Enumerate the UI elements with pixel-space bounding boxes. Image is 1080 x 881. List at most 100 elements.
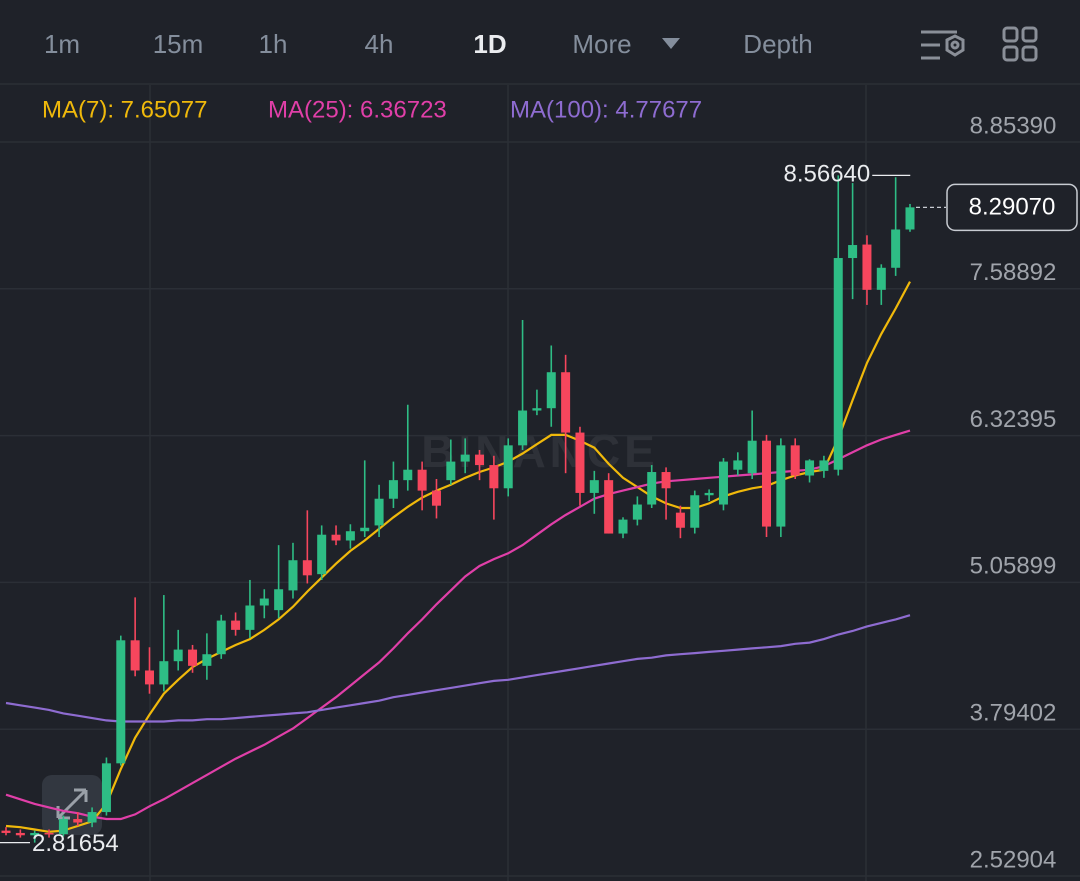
candle-body [73,819,83,823]
candle [503,438,513,497]
candle [446,439,456,485]
candle-body [532,408,542,411]
candle [575,426,585,506]
candle [776,438,786,538]
toolbar-tab[interactable]: More [572,29,631,59]
candle [1,827,11,836]
candle-body [747,440,757,474]
y-tick-label: 8.85390 [970,112,1057,139]
candle-body [632,504,642,520]
toolbar-tab[interactable]: 1h [259,29,288,59]
candle [216,614,226,659]
candle [159,595,169,692]
candle [876,264,886,305]
candle [202,633,212,680]
expand-button[interactable] [42,775,102,835]
candle [245,579,255,638]
candle-body [245,605,255,630]
candle-body [417,469,427,491]
candle [475,449,485,481]
candle [274,545,284,619]
candles [1,175,915,843]
candle [819,455,829,478]
candle [589,470,599,514]
candle [561,354,571,474]
candle [259,589,269,619]
toolbar-tab[interactable]: 4h [365,29,394,59]
candle-body [130,640,140,671]
candle [317,525,327,580]
candle-body [360,527,370,532]
candle-body [403,469,413,481]
low-label: 2.81654 [32,830,119,857]
candle-body [460,454,470,462]
candle [604,473,614,534]
dropdown-arrow [662,38,680,49]
candle-body [733,460,743,470]
candle [87,807,97,828]
legend-entry: MA(100): 4.77677 [510,96,702,123]
candle [360,460,370,538]
candle-body [15,832,25,836]
candle-body [116,640,126,764]
candle-body [475,454,485,466]
candle-body [675,512,685,528]
candle [833,175,843,476]
candle-body [302,560,312,576]
candle [188,644,198,673]
layout-icon[interactable] [1002,26,1038,62]
candle [647,465,657,509]
candle-body [144,670,154,685]
candle-body [101,763,111,813]
candle-body [388,480,398,499]
toolbar-tab[interactable]: Depth [743,29,812,59]
toolbar-tab[interactable]: 1m [44,29,80,59]
candle-body [647,472,657,505]
candle-body [231,620,241,630]
candle-body [762,440,772,527]
candle [718,458,728,511]
candle-body [891,229,901,268]
candle-body [905,207,915,230]
candle-body [173,649,183,662]
candle-body [690,495,700,528]
candle [417,461,427,511]
candle-body [274,589,284,611]
last-price-box [946,183,1078,232]
last-price-label: 8.29070 [969,194,1056,221]
candle [331,525,341,546]
toolbar-tab[interactable]: 15m [153,29,204,59]
candle [44,829,54,838]
candle-body [661,472,671,489]
candle-body [317,534,327,575]
candle [532,389,542,416]
candle-body [87,812,97,823]
candle-body [202,654,212,666]
candle-body [331,534,341,541]
y-tick-label: 5.05899 [970,553,1057,580]
watermark: BINANCE [421,425,659,477]
candle-body [489,465,499,489]
candle-body [518,410,528,446]
candle [116,635,126,766]
candle-body [876,267,886,290]
candle-body [259,598,269,606]
candle [489,455,499,520]
candle-body [431,490,441,506]
candle-body [546,372,556,409]
candle [518,320,528,450]
settings-icon[interactable] [921,30,965,60]
candle-body [718,461,728,505]
candle [618,517,628,539]
y-tick-label: 3.79402 [970,700,1057,727]
candle [374,484,384,538]
candle-body [561,372,571,433]
candle-body [345,531,355,541]
candle [388,461,398,509]
toolbar-tab[interactable]: 1D [473,29,506,59]
legend-entry: MA(7): 7.65077 [42,96,207,123]
candle-body [288,560,298,591]
candle-body [790,445,800,476]
